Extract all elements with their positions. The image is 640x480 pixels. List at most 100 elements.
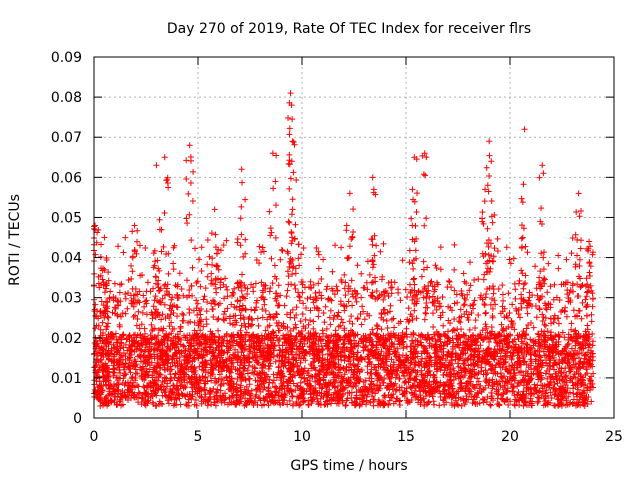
data-point xyxy=(195,355,202,362)
data-point xyxy=(406,247,413,254)
data-point xyxy=(157,400,164,407)
data-point xyxy=(252,365,259,372)
data-point xyxy=(278,322,285,329)
data-point xyxy=(109,309,116,316)
data-point xyxy=(576,360,583,367)
data-point xyxy=(563,313,570,320)
data-point xyxy=(346,243,353,250)
data-point xyxy=(521,358,528,365)
data-point xyxy=(458,379,465,386)
data-point xyxy=(508,352,515,359)
data-point xyxy=(572,327,579,334)
data-point xyxy=(149,312,156,319)
data-point xyxy=(392,387,399,394)
data-point xyxy=(437,244,444,251)
data-point xyxy=(526,289,533,296)
data-point xyxy=(397,297,404,304)
data-point xyxy=(450,365,457,372)
data-point xyxy=(489,305,496,312)
data-point xyxy=(490,290,497,297)
data-point xyxy=(522,280,529,287)
data-point xyxy=(304,295,311,302)
data-point xyxy=(246,375,253,382)
data-point xyxy=(272,383,279,390)
data-point xyxy=(550,384,557,391)
data-point xyxy=(495,400,502,407)
data-point xyxy=(467,259,474,266)
data-point xyxy=(450,326,457,333)
data-point xyxy=(315,251,322,258)
data-point xyxy=(589,342,596,349)
data-point xyxy=(297,379,304,386)
data-point xyxy=(531,386,538,393)
data-point xyxy=(507,398,514,405)
data-point xyxy=(300,300,307,307)
data-point xyxy=(361,316,368,323)
data-point xyxy=(243,402,250,409)
data-point xyxy=(186,332,193,339)
data-point xyxy=(454,360,461,367)
data-point xyxy=(302,325,309,332)
data-point xyxy=(124,355,131,362)
data-point xyxy=(426,391,433,398)
data-point xyxy=(291,282,298,289)
data-point xyxy=(279,247,286,254)
data-point xyxy=(228,301,235,308)
data-point xyxy=(587,347,594,354)
data-point xyxy=(215,315,222,322)
data-point xyxy=(191,401,198,408)
data-point xyxy=(447,366,454,373)
data-point xyxy=(220,242,227,249)
data-point xyxy=(421,316,428,323)
data-point xyxy=(451,316,458,323)
data-point xyxy=(470,396,477,403)
data-point xyxy=(451,266,458,273)
data-point xyxy=(254,315,261,322)
data-point xyxy=(171,242,178,249)
data-point xyxy=(183,277,190,284)
data-point xyxy=(537,341,544,348)
data-point xyxy=(353,298,360,305)
data-point xyxy=(471,393,478,400)
data-point xyxy=(112,393,119,400)
data-point xyxy=(138,395,145,402)
data-point xyxy=(433,279,440,286)
data-point xyxy=(494,235,501,242)
data-point xyxy=(570,385,577,392)
data-point xyxy=(428,278,435,285)
data-point xyxy=(334,287,341,294)
data-point xyxy=(520,328,527,335)
data-point xyxy=(440,322,447,329)
data-point xyxy=(339,319,346,326)
data-point xyxy=(454,299,461,306)
data-point xyxy=(467,302,474,309)
data-point xyxy=(305,401,312,408)
data-point xyxy=(461,301,468,308)
data-point xyxy=(460,302,467,309)
data-point xyxy=(165,400,172,407)
data-point xyxy=(366,271,373,278)
data-point xyxy=(295,255,302,262)
data-point xyxy=(358,321,365,328)
data-point xyxy=(242,324,249,331)
data-point xyxy=(431,302,438,309)
data-point xyxy=(111,304,118,311)
data-point xyxy=(148,321,155,328)
data-point xyxy=(543,306,550,313)
data-point xyxy=(396,375,403,382)
data-point xyxy=(310,281,317,288)
data-point xyxy=(139,309,146,316)
data-point xyxy=(324,283,331,290)
data-point xyxy=(410,293,417,300)
data-point xyxy=(283,293,290,300)
data-point xyxy=(442,357,449,364)
data-point xyxy=(129,374,136,381)
data-point xyxy=(203,308,210,315)
data-point xyxy=(520,281,527,288)
data-point xyxy=(247,348,254,355)
data-point xyxy=(136,242,143,249)
data-point xyxy=(272,358,279,365)
data-point xyxy=(229,289,236,296)
data-point xyxy=(509,301,516,308)
